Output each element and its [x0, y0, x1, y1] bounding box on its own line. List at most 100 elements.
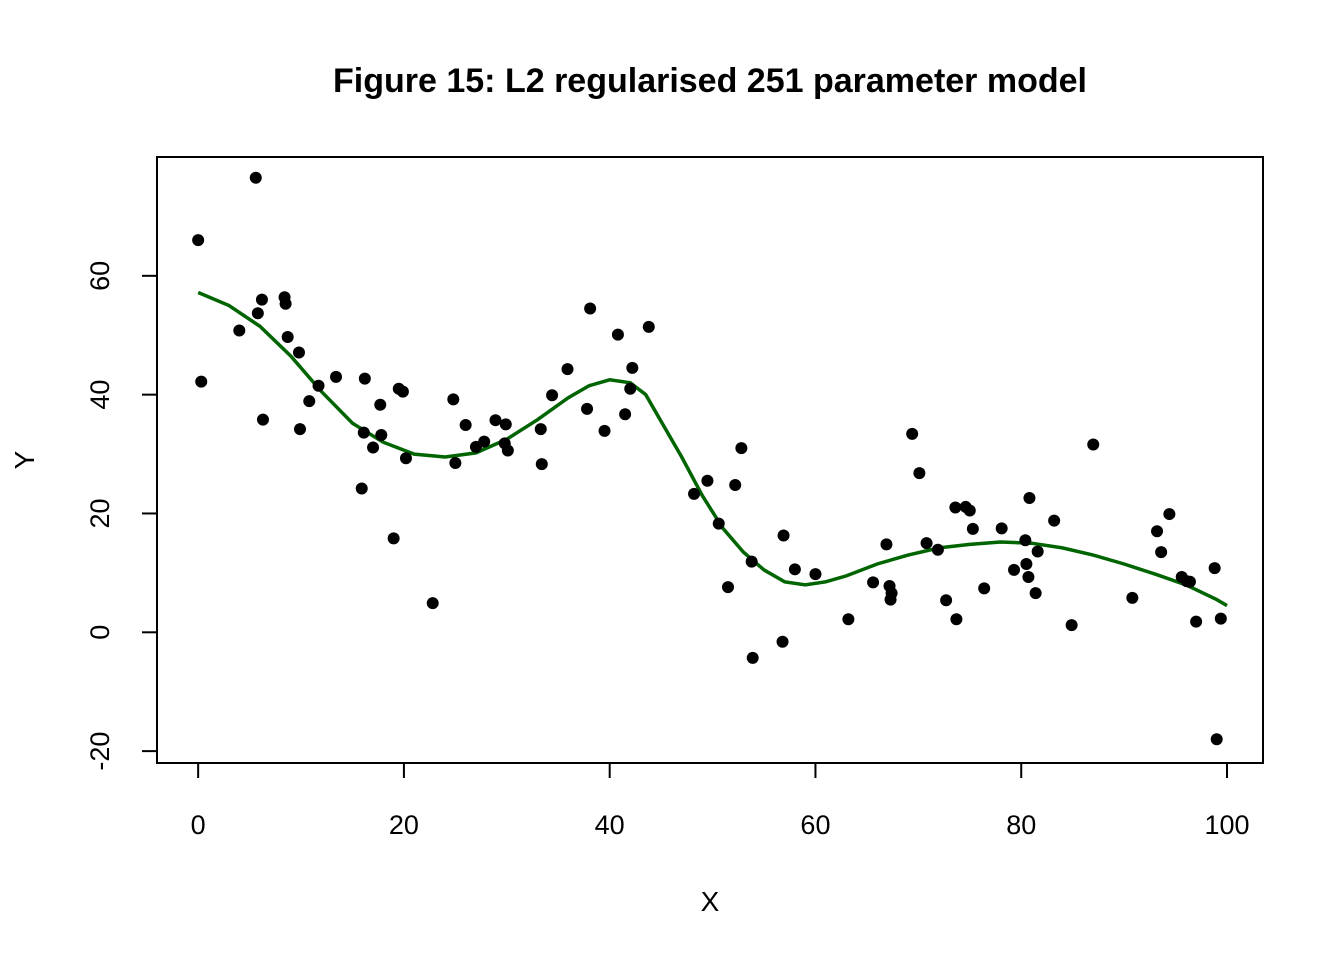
data-point: [940, 594, 953, 607]
data-point: [546, 389, 559, 402]
data-point: [489, 414, 502, 427]
plot-frame: [156, 156, 1264, 764]
data-point: [501, 444, 514, 457]
data-point: [499, 418, 512, 431]
data-point: [399, 452, 412, 465]
data-point: [920, 537, 933, 550]
x-tick-label: 20: [389, 810, 419, 840]
data-point: [581, 402, 594, 415]
x-tick-label: 0: [191, 810, 206, 840]
data-point: [745, 555, 758, 568]
data-point: [1008, 563, 1021, 576]
data-point: [1155, 546, 1168, 559]
data-point: [357, 426, 370, 439]
data-point: [867, 576, 880, 589]
data-point: [374, 398, 387, 411]
data-point: [966, 522, 979, 535]
data-point: [642, 320, 655, 333]
data-point: [1031, 545, 1044, 558]
data-point: [195, 375, 208, 388]
data-point: [788, 563, 801, 576]
data-point: [611, 328, 624, 341]
data-points: [192, 171, 1227, 746]
data-point: [358, 372, 371, 385]
data-point: [1163, 508, 1176, 521]
data-point: [534, 423, 547, 436]
data-point: [842, 613, 855, 626]
data-point: [256, 413, 269, 426]
data-point: [688, 487, 701, 500]
data-point: [292, 346, 305, 359]
data-point: [192, 234, 205, 247]
data-point: [478, 435, 491, 448]
data-point: [1208, 562, 1221, 575]
x-tick-label: 60: [800, 810, 830, 840]
y-tick-label: -20: [85, 732, 115, 771]
data-point: [367, 441, 380, 454]
y-axis-label: Y: [9, 450, 40, 469]
data-point: [233, 324, 246, 337]
data-point: [598, 424, 611, 437]
data-point: [396, 385, 409, 398]
data-point: [1214, 612, 1227, 625]
data-point: [535, 458, 548, 471]
data-point: [584, 302, 597, 315]
data-point: [809, 568, 822, 581]
y-tick-label: 40: [85, 380, 115, 410]
data-point: [931, 543, 944, 556]
x-axis-label: X: [701, 886, 720, 917]
y-tick-label: 0: [85, 625, 115, 640]
data-point: [913, 467, 926, 480]
data-point: [746, 651, 759, 664]
data-point: [963, 504, 976, 517]
data-point: [330, 370, 343, 383]
data-point: [701, 474, 714, 487]
data-point: [624, 382, 637, 395]
data-point: [776, 635, 789, 648]
data-point: [880, 538, 893, 551]
data-point: [426, 597, 439, 610]
data-point: [279, 297, 292, 310]
y-axis: -20 0 20 40 60: [85, 261, 158, 771]
chart-title: Figure 15: L2 regularised 251 parameter …: [333, 62, 1087, 100]
data-point: [303, 395, 316, 408]
data-point: [249, 171, 262, 184]
data-point: [1020, 557, 1033, 570]
data-point: [447, 393, 460, 406]
data-point: [1023, 492, 1036, 505]
x-tick-label: 80: [1006, 810, 1036, 840]
x-tick-label: 40: [595, 810, 625, 840]
data-point: [1048, 514, 1061, 527]
data-point: [1029, 587, 1042, 600]
data-point: [375, 429, 388, 442]
data-point: [626, 361, 639, 374]
data-point: [735, 442, 748, 455]
data-point: [294, 423, 307, 436]
data-point: [312, 379, 325, 392]
data-point: [1151, 525, 1164, 538]
data-point: [906, 427, 919, 440]
data-point: [777, 529, 790, 542]
data-point: [885, 587, 898, 600]
data-point: [619, 408, 632, 421]
data-point: [1019, 534, 1032, 547]
x-tick-label: 100: [1204, 810, 1249, 840]
data-point: [722, 581, 735, 594]
data-point: [995, 522, 1008, 535]
data-point: [729, 478, 742, 491]
data-point: [1087, 438, 1100, 451]
data-point: [355, 482, 368, 495]
data-point: [251, 307, 264, 320]
data-point: [1183, 575, 1196, 588]
data-point: [1210, 733, 1223, 746]
fitted-curve: [197, 290, 1228, 608]
data-point: [449, 456, 462, 469]
x-axis: 0 20 40 60 80 100: [191, 762, 1250, 840]
data-point: [712, 517, 725, 530]
data-point: [459, 418, 472, 431]
data-point: [1190, 615, 1203, 628]
data-point: [281, 331, 294, 344]
data-point: [561, 363, 574, 376]
data-point: [1126, 591, 1139, 604]
